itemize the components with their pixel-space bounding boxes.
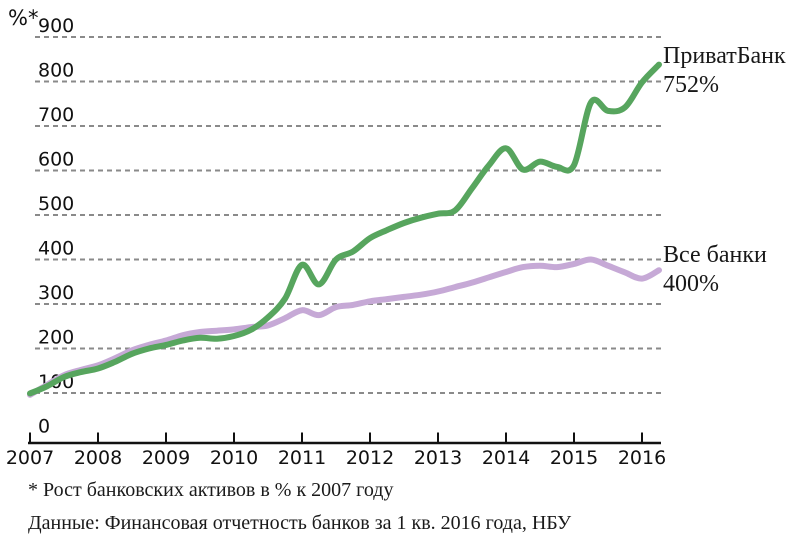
series-line-all-banks bbox=[27, 256, 662, 398]
series-label-privatbank: ПриватБанк 752% bbox=[663, 42, 786, 100]
series-label-privatbank-value: 752% bbox=[663, 72, 719, 98]
y-tick-label: 400 bbox=[38, 238, 74, 260]
series-label-all-banks-value: 400% bbox=[663, 271, 719, 297]
x-tick-label: 2011 bbox=[278, 447, 326, 469]
y-tick-label: 0 bbox=[38, 416, 50, 438]
footnote-asterisk: * Рост банковских активов в % к 2007 год… bbox=[28, 479, 394, 501]
y-tick-label: 500 bbox=[38, 193, 74, 215]
x-tick-label: 2012 bbox=[346, 447, 394, 469]
y-tick-label: 600 bbox=[38, 149, 74, 171]
y-tick-label: 800 bbox=[38, 60, 74, 82]
x-tick-label: 2007 bbox=[6, 447, 54, 469]
y-axis-unit-label: %* bbox=[8, 6, 39, 30]
x-tick-label: 2015 bbox=[550, 447, 598, 469]
series-label-all-banks-name: Все банки bbox=[663, 242, 767, 268]
x-tick-label: 2010 bbox=[210, 447, 258, 469]
series-label-all-banks: Все банки 400% bbox=[663, 241, 767, 299]
y-tick-label: 300 bbox=[38, 282, 74, 304]
x-tick-label: 2014 bbox=[482, 447, 530, 469]
y-tick-label: 900 bbox=[38, 15, 74, 37]
y-tick-label: 200 bbox=[38, 327, 74, 349]
y-tick-label: 700 bbox=[38, 104, 74, 126]
x-tick-label: 2013 bbox=[414, 447, 462, 469]
x-tick-label: 2009 bbox=[142, 447, 190, 469]
data-source: Данные: Финансовая отчетность банков за … bbox=[28, 512, 572, 534]
series-line-privatbank bbox=[27, 61, 662, 397]
x-tick-label: 2016 bbox=[618, 447, 666, 469]
series-label-privatbank-name: ПриватБанк bbox=[663, 43, 786, 69]
x-tick-label: 2008 bbox=[74, 447, 122, 469]
